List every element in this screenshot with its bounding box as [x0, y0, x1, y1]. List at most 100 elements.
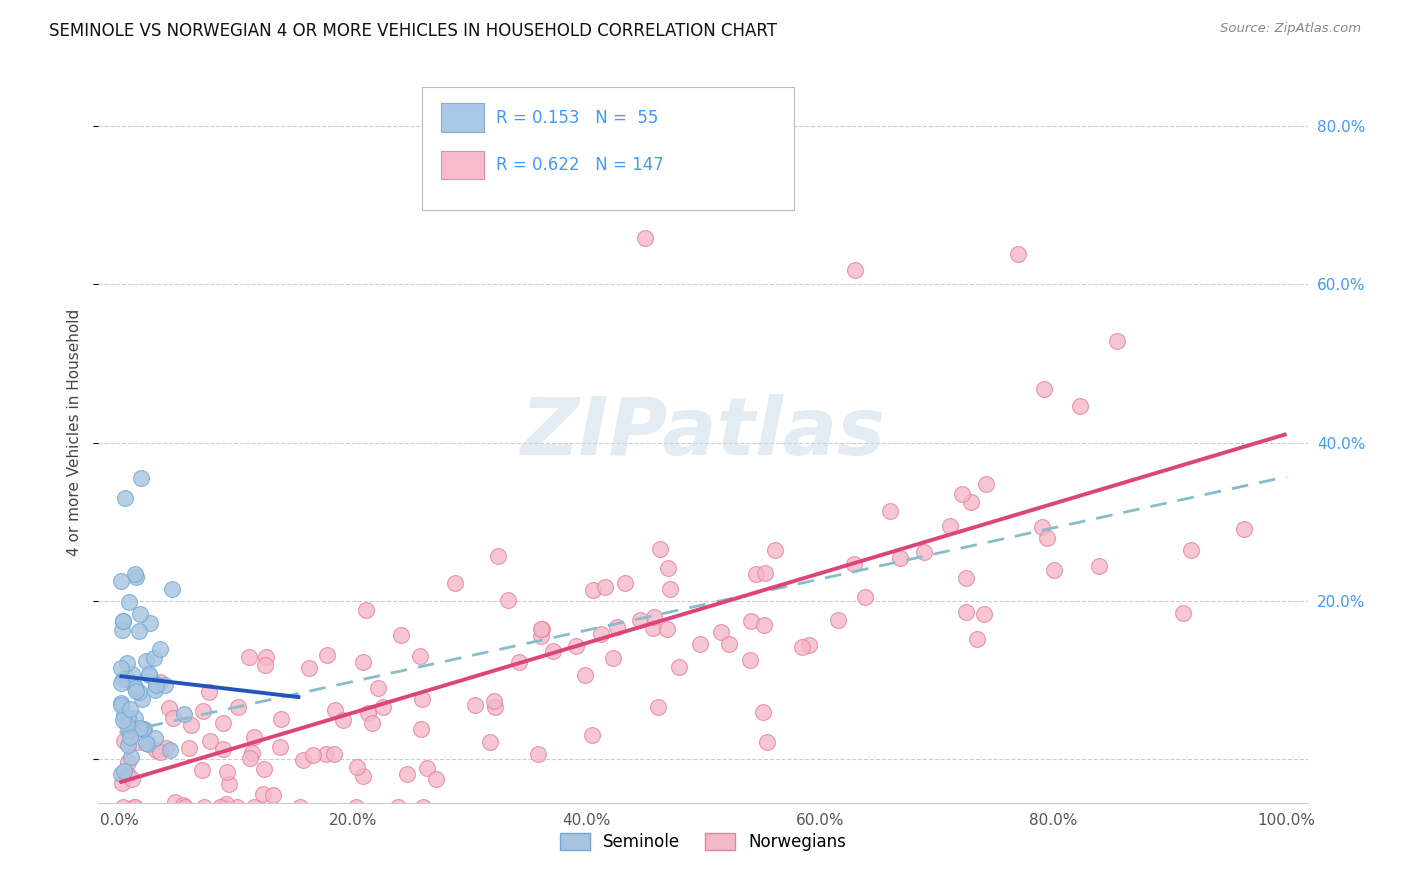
Point	[973, 607, 995, 622]
Point	[357, 706, 380, 721]
Point	[121, 667, 143, 681]
Point	[395, 767, 418, 781]
Point	[132, 723, 155, 737]
Point	[602, 651, 624, 665]
Point	[479, 735, 502, 749]
Point	[145, 678, 167, 692]
Point	[128, 624, 150, 638]
Point	[128, 685, 150, 699]
Point	[754, 566, 776, 580]
Point	[484, 700, 506, 714]
Point	[508, 655, 530, 669]
Point	[960, 495, 983, 509]
Point	[641, 621, 664, 635]
Point	[658, 582, 681, 597]
Point	[111, 672, 134, 686]
Point	[160, 582, 183, 596]
Point	[496, 592, 519, 607]
Point	[117, 768, 139, 782]
Point	[751, 184, 773, 198]
Point	[389, 628, 412, 642]
Point	[138, 738, 160, 752]
Point	[138, 668, 160, 682]
Point	[117, 595, 139, 609]
Point	[218, 777, 240, 791]
Point	[444, 575, 467, 590]
Point	[111, 615, 134, 629]
Point	[240, 747, 263, 761]
Point	[131, 691, 153, 706]
Text: R = 0.622   N = 147: R = 0.622 N = 147	[496, 156, 664, 174]
Point	[527, 747, 550, 761]
Point	[198, 734, 221, 748]
Point	[974, 476, 997, 491]
Point	[939, 518, 962, 533]
Point	[593, 580, 616, 594]
Point	[111, 623, 134, 637]
Point	[650, 541, 672, 556]
Point	[112, 614, 135, 628]
Point	[115, 656, 138, 670]
Text: Source: ZipAtlas.com: Source: ZipAtlas.com	[1220, 22, 1361, 36]
Point	[124, 566, 146, 581]
Point	[118, 731, 141, 745]
Point	[159, 743, 181, 757]
Point	[581, 728, 603, 742]
Point	[226, 700, 249, 714]
Point	[710, 624, 733, 639]
Point	[211, 742, 233, 756]
Point	[114, 491, 136, 505]
Point	[486, 549, 509, 563]
Point	[344, 799, 367, 814]
Point	[193, 799, 215, 814]
Point	[657, 622, 679, 636]
Point	[118, 702, 141, 716]
Point	[153, 678, 176, 692]
Point	[1069, 400, 1091, 414]
Point	[172, 797, 194, 812]
Point	[1233, 523, 1256, 537]
Point	[482, 694, 505, 708]
Point	[180, 718, 202, 732]
Point	[755, 735, 778, 749]
Point	[145, 677, 167, 691]
Point	[135, 654, 157, 668]
Point	[332, 714, 354, 728]
Point	[162, 711, 184, 725]
Point	[112, 734, 135, 748]
Point	[643, 610, 665, 624]
Point	[1043, 563, 1066, 577]
Point	[262, 789, 284, 803]
Point	[356, 603, 378, 617]
Text: R = 0.153   N =  55: R = 0.153 N = 55	[496, 109, 658, 127]
Point	[124, 681, 146, 695]
Point	[253, 762, 276, 776]
Point	[955, 571, 977, 585]
Point	[912, 545, 935, 559]
Point	[215, 797, 238, 811]
Point	[254, 649, 277, 664]
Point	[614, 575, 637, 590]
Point	[239, 751, 262, 765]
Point	[668, 660, 690, 674]
Point	[122, 677, 145, 691]
Point	[128, 721, 150, 735]
Point	[149, 745, 172, 759]
Point	[792, 640, 814, 655]
Point	[582, 583, 605, 598]
Point	[530, 622, 553, 636]
Point	[190, 764, 212, 778]
Point	[269, 739, 291, 754]
Point	[322, 747, 344, 761]
Point	[647, 700, 669, 714]
Point	[139, 616, 162, 631]
Point	[238, 650, 260, 665]
Point	[387, 799, 409, 814]
Point	[657, 561, 679, 575]
Point	[411, 692, 433, 706]
Point	[118, 723, 141, 737]
Point	[298, 660, 321, 674]
Point	[149, 642, 172, 657]
Point	[628, 613, 651, 627]
Point	[112, 764, 135, 778]
